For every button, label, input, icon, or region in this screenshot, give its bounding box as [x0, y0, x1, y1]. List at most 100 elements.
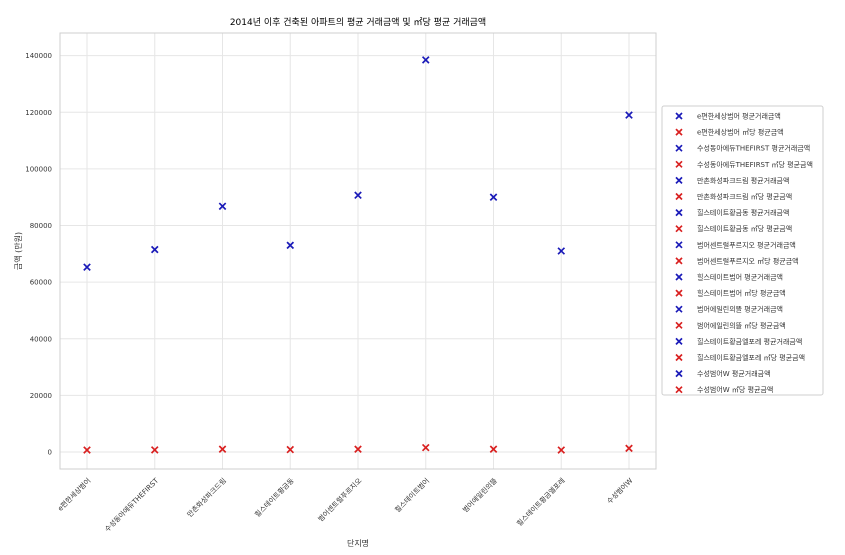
legend-marker-stroke-b — [675, 192, 683, 201]
legend-label: e편한세상범어 평균거래금액 — [697, 112, 781, 121]
legend-marker-stroke-b — [675, 289, 683, 297]
legend-label: 힐스테이트범어 평균거래금액 — [697, 273, 783, 282]
data-point — [489, 445, 498, 453]
x-tick-label: 범어센트럴푸르지오 — [316, 476, 364, 524]
legend-label: 힐스테이트황금엘포레 평균거래금액 — [697, 337, 802, 346]
legend-label: 만촌화성파크드림 ㎡당 평균금액 — [697, 192, 792, 201]
legend-label: 힐스테이트황금동 평균거래금액 — [697, 208, 789, 217]
x-axis-label: 단지명 — [347, 538, 369, 548]
legend-label: 범어센트럴푸르지오 ㎡당 평균금액 — [697, 256, 799, 265]
data-point-stroke-b — [489, 445, 498, 453]
data-point-stroke-b — [286, 445, 295, 454]
legend-marker — [675, 337, 683, 346]
legend-marker — [675, 144, 683, 152]
x-tick-label: 힐스테이트범어 — [393, 476, 431, 514]
y-tick-label: 140000 — [25, 52, 52, 60]
y-tick-label: 0 — [48, 449, 52, 457]
legend-label: 힐스테이트황금동 ㎡당 평균금액 — [697, 224, 792, 233]
legend-marker — [675, 192, 683, 201]
legend-label: 수성범어W 평균거래금액 — [697, 369, 771, 378]
y-axis-ticks: 0 20000 40000 60000 80000 100000 120000 140000 — [25, 52, 52, 456]
legend-label: 범어에일린의뜰 평균거래금액 — [697, 305, 783, 314]
data-point — [354, 445, 362, 453]
x-tick-label: 힐스테이트황금엘포레 — [515, 476, 567, 528]
data-point-stroke-b — [625, 444, 633, 453]
y-axis-label: 금액 (만원) — [13, 232, 23, 270]
data-point-stroke-b — [489, 193, 498, 202]
data-point — [83, 446, 91, 454]
legend-label: e편한세상범어 ㎡당 평균금액 — [697, 128, 784, 137]
legend-marker — [675, 353, 683, 362]
legend-marker — [675, 257, 683, 265]
legend-marker-stroke-b — [675, 337, 683, 346]
legend-label: 범어에일린의뜰 ㎡당 평균금액 — [697, 321, 786, 330]
legend-marker-stroke-b — [675, 386, 683, 394]
data-point — [354, 191, 362, 200]
y-tick-label: 80000 — [30, 222, 52, 230]
legend-marker-stroke-b — [675, 273, 683, 281]
data-point-stroke-b — [286, 241, 295, 250]
legend-marker-stroke-b — [675, 160, 683, 168]
x-tick-label: 범어에일린의뜰 — [461, 476, 500, 515]
y-tick-label: 60000 — [30, 279, 52, 287]
legend-marker — [675, 305, 683, 313]
x-axis-ticks: e편한세상범어 수성동아에듀THEFIRST 만촌화성파크드림 힐스테이트황금동 범어센… — [56, 476, 635, 534]
data-point-stroke-b — [557, 247, 566, 255]
data-point-stroke-b — [218, 445, 227, 453]
legend-label: 범어센트럴푸르지오 평균거래금액 — [697, 240, 796, 249]
legend-marker-stroke-b — [675, 353, 683, 362]
legend-label: 힐스테이트황금엘포레 ㎡당 평균금액 — [697, 353, 805, 362]
legend-marker-stroke-b — [675, 225, 683, 233]
x-tick-label: 힐스테이트황금동 — [253, 476, 296, 519]
legend-frame — [661, 105, 824, 396]
legend-marker — [675, 128, 683, 136]
data-point — [150, 446, 159, 454]
data-point-stroke-b — [83, 446, 91, 454]
legend-marker — [675, 160, 683, 168]
legend-marker — [675, 386, 683, 394]
data-point-stroke-b — [218, 202, 227, 211]
legend-marker — [675, 225, 683, 233]
legend-marker — [675, 369, 683, 378]
x-tick-label: 수성범어W — [605, 476, 635, 506]
data-point-stroke-b — [150, 245, 159, 254]
data-point — [625, 444, 633, 453]
x-tick-label: e편한세상범어 — [56, 476, 93, 513]
legend-marker-stroke-b — [675, 321, 683, 329]
chart-title: 2014년 이후 건축된 아파트의 평균 거래금액 및 ㎡당 평균 거래금액 — [230, 16, 486, 28]
legend-marker-stroke-b — [675, 128, 683, 136]
data-points — [83, 56, 633, 454]
data-point — [150, 245, 159, 254]
legend-marker-stroke-b — [675, 112, 683, 120]
data-point-stroke-b — [354, 445, 362, 453]
legend-marker-stroke-b — [675, 305, 683, 313]
data-point-stroke-b — [625, 111, 633, 119]
legend-marker — [675, 321, 683, 329]
data-point — [218, 202, 227, 211]
legend-marker-stroke-b — [675, 176, 683, 185]
data-point — [286, 445, 295, 454]
legend-label: 수성동아에듀THEFIRST ㎡당 평균금액 — [697, 160, 813, 169]
legend-marker-stroke-b — [675, 241, 683, 249]
data-point — [421, 56, 430, 64]
legend: e편한세상범어 평균거래금액 e편한세상범어 ㎡당 평균금액수성동아에듀THEFI… — [661, 105, 824, 396]
data-point-stroke-b — [421, 443, 430, 452]
legend-marker-stroke-b — [675, 144, 683, 152]
legend-marker — [675, 112, 683, 120]
data-point — [286, 241, 295, 250]
data-point-stroke-b — [150, 446, 159, 454]
grid-lines — [60, 33, 656, 469]
data-point — [625, 111, 633, 119]
legend-marker-stroke-b — [675, 257, 683, 265]
data-point — [421, 443, 430, 452]
y-tick-label: 100000 — [25, 165, 52, 173]
legend-marker — [675, 208, 683, 217]
x-tick-label: 수성동아에듀THEFIRST — [103, 476, 161, 534]
data-point — [489, 193, 498, 202]
legend-label: 수성동아에듀THEFIRST 평균거래금액 — [697, 144, 810, 153]
plot-frame — [59, 32, 657, 470]
data-point — [557, 247, 566, 255]
x-tick-label: 만촌화성파크드림 — [185, 476, 228, 519]
data-point — [557, 446, 566, 454]
